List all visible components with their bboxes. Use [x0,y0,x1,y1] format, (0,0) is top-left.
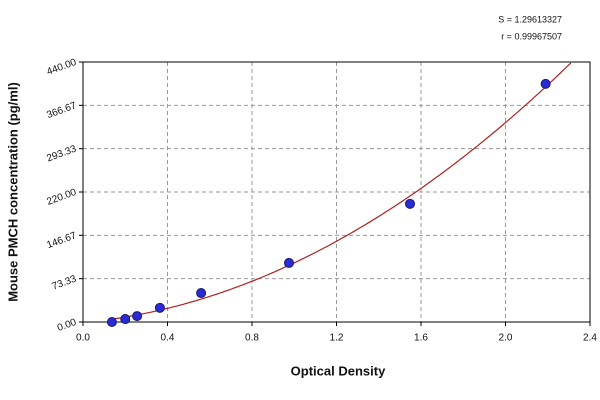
data-point [405,198,416,209]
x-tick-label: 2.0 [499,333,513,344]
x-axis-label: Optical Density [291,363,386,378]
data-point [283,257,294,268]
data-point [132,311,143,322]
data-point [196,288,207,299]
data-point [154,302,165,313]
annotation: S = 1.29613327 [498,14,562,24]
fit-curve [111,62,572,320]
data-point [106,317,117,327]
x-tick-label: 0.8 [245,333,259,344]
x-tick-label: 0.4 [161,333,175,344]
x-tick-label: 1.6 [414,333,428,344]
x-tick-label: 1.2 [330,333,344,344]
y-axis-label: Mouse PMCH concentration (pg/ml) [5,82,20,302]
data-point [120,314,131,325]
plot-frame [82,61,591,323]
annotation: r = 0.99967507 [501,31,562,41]
x-tick-label: 2.4 [583,333,597,344]
data-point [540,78,551,89]
x-tick-label: 0.0 [76,333,90,344]
